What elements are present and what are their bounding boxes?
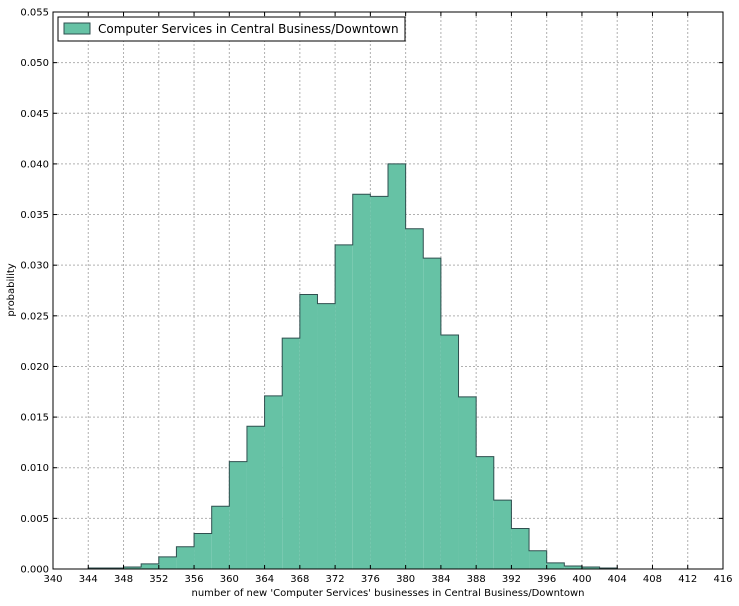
histogram-outline <box>87 163 618 569</box>
x-tick-label: 396 <box>537 574 556 585</box>
histogram-bar <box>529 550 547 569</box>
histogram-bar <box>493 500 512 569</box>
legend-box <box>57 16 406 42</box>
y-tick-label: 0.020 <box>20 362 49 373</box>
y-tick-label: 0.035 <box>20 210 49 221</box>
x-tick-label: 348 <box>114 574 133 585</box>
histogram-bar <box>440 335 459 569</box>
histogram-bar <box>581 566 600 569</box>
legend-swatch <box>63 22 91 35</box>
axis-ticks <box>52 11 724 570</box>
histogram-bar <box>423 258 441 569</box>
y-tick-label: 0.010 <box>20 463 49 474</box>
y-tick-label: 0.055 <box>20 8 49 19</box>
histogram-bar <box>229 461 247 569</box>
histogram-bar <box>317 303 336 569</box>
histogram-bar <box>105 567 124 569</box>
y-tick-label: 0.030 <box>20 261 49 272</box>
x-tick-label: 372 <box>326 574 345 585</box>
x-tick-label: 344 <box>79 574 98 585</box>
histogram-bar <box>352 194 371 570</box>
x-tick-label: 376 <box>361 574 380 585</box>
y-tick-label: 0.050 <box>20 58 49 69</box>
x-tick-label: 368 <box>290 574 309 585</box>
x-tick-labels: 340 344 348 352 356 360 364 368 372 376 380 384 388 3… <box>43 574 732 585</box>
y-tick-label: 0.025 <box>20 311 49 322</box>
legend: Computer Services in Central Business/Do… <box>57 16 406 42</box>
x-tick-label: 408 <box>643 574 662 585</box>
histogram-bar <box>335 244 353 569</box>
histogram-bar <box>476 456 494 569</box>
y-tick-labels: 0.000 0.005 0.010 0.015 0.020 0.025 0.030 0.035… <box>20 8 49 576</box>
histogram-bar <box>246 426 265 569</box>
histogram-bar <box>158 556 177 569</box>
y-tick-label: 0.040 <box>20 159 49 170</box>
x-tick-label: 404 <box>608 574 627 585</box>
histogram-bar <box>141 563 159 569</box>
y-tick-label: 0.000 <box>20 565 49 576</box>
histogram-bar <box>405 228 424 569</box>
x-tick-label: 392 <box>502 574 521 585</box>
histogram-bar <box>511 528 530 569</box>
x-tick-label: 340 <box>43 574 62 585</box>
histogram-bar <box>564 565 582 569</box>
histogram-bar <box>458 396 477 569</box>
x-tick-label: 352 <box>149 574 168 585</box>
y-axis-label: probability <box>6 263 17 316</box>
x-tick-label: 356 <box>185 574 204 585</box>
histogram-bar <box>176 546 195 569</box>
x-tick-label: 384 <box>431 574 450 585</box>
histogram-bar <box>282 338 300 569</box>
histogram-bar <box>388 163 406 569</box>
y-tick-label: 0.015 <box>20 413 49 424</box>
plot-frame <box>52 11 724 570</box>
x-tick-label: 360 <box>220 574 239 585</box>
legend-entry-label: Computer Services in Central Business/Do… <box>98 22 399 36</box>
y-tick-label: 0.045 <box>20 109 49 120</box>
x-tick-label: 400 <box>572 574 591 585</box>
x-tick-label: 412 <box>678 574 697 585</box>
histogram-bar <box>599 567 618 569</box>
histogram-bar <box>194 533 212 569</box>
x-tick-label: 416 <box>713 574 732 585</box>
histogram-bars <box>87 163 618 570</box>
histogram-bar <box>264 395 283 569</box>
x-tick-label: 388 <box>467 574 486 585</box>
x-tick-label: 364 <box>255 574 274 585</box>
histogram-bar <box>299 294 318 569</box>
histogram-bar <box>211 506 230 569</box>
x-tick-label: 380 <box>396 574 415 585</box>
y-tick-label: 0.005 <box>20 514 49 525</box>
histogram-bar <box>123 566 142 569</box>
histogram-bar <box>546 562 565 569</box>
x-axis-label: number of new 'Computer Services' busine… <box>192 588 585 599</box>
histogram-bar <box>370 196 388 570</box>
histogram-bar <box>88 567 106 569</box>
